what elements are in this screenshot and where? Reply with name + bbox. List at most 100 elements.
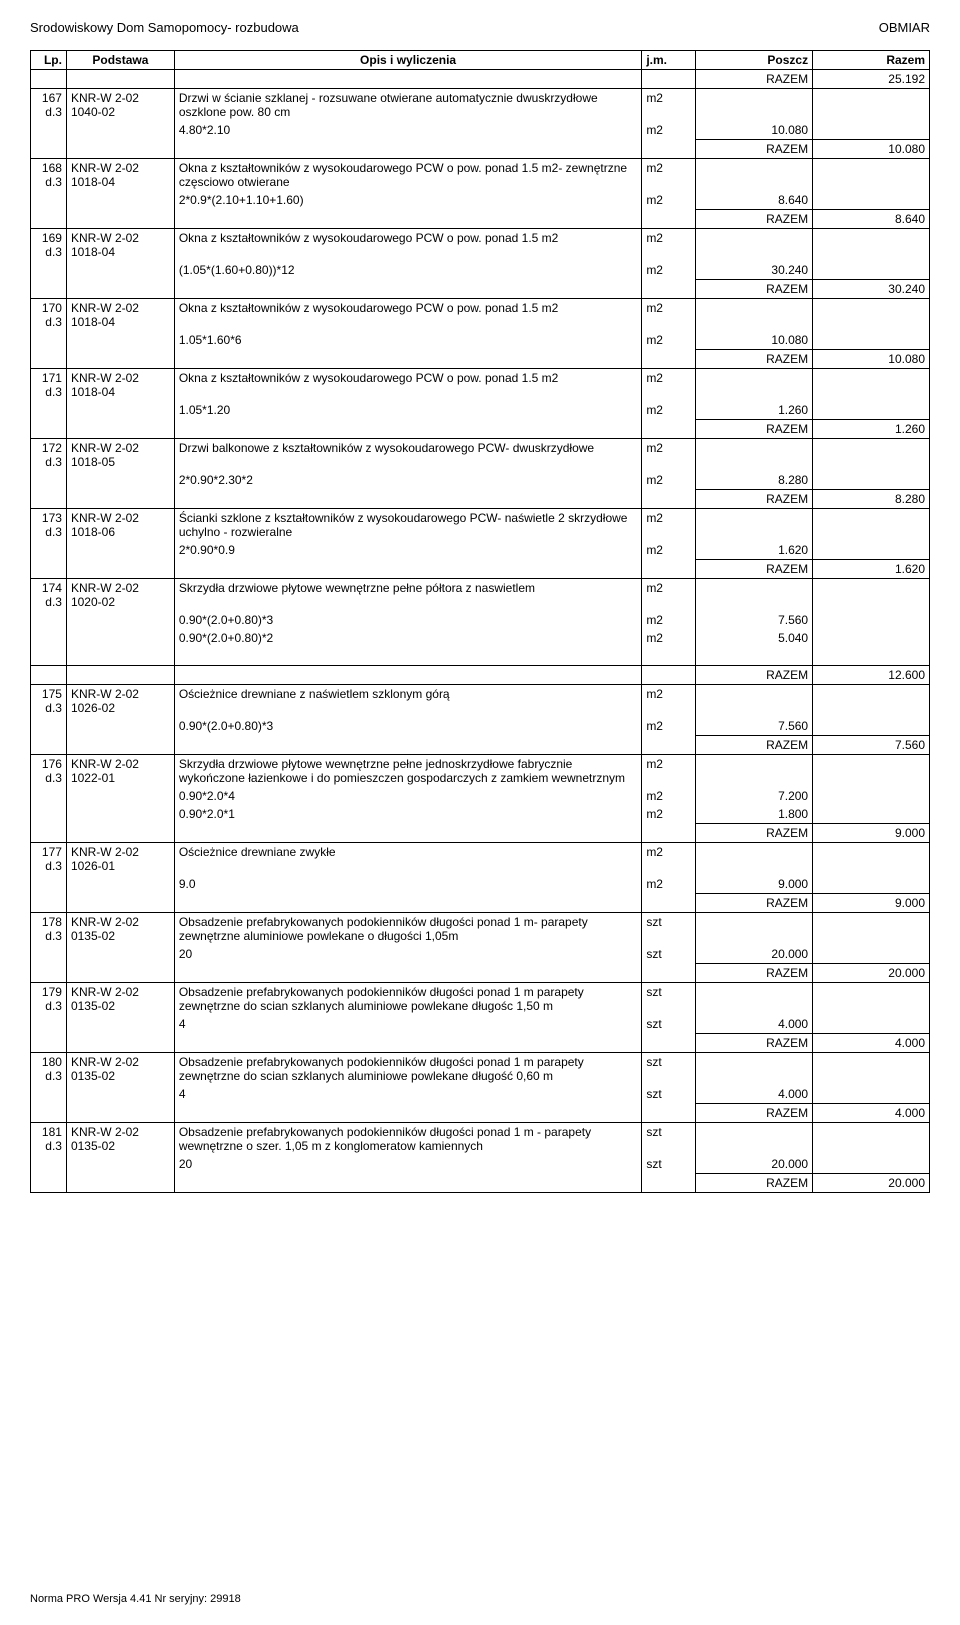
- table-row: RAZEM9.000: [31, 894, 930, 913]
- cell-podstawa: KNR-W 2-021022-01: [66, 755, 174, 788]
- cell-opis: Okna z kształtowników z wysokoudarowego …: [174, 229, 641, 262]
- cell-opis: Drzwi w ścianie szklanej - rozsuwane otw…: [174, 89, 641, 122]
- razem-label: RAZEM: [696, 420, 813, 439]
- table-row: 2*0.9*(2.10+1.10+1.60)m28.640: [31, 191, 930, 210]
- col-header-razem: Razem: [813, 51, 930, 70]
- cell-poszcz: 1.620: [696, 541, 813, 560]
- cell-jm: szt: [642, 1123, 696, 1156]
- cell-expr: 2*0.90*0.9: [174, 541, 641, 560]
- obmiar-table: Lp. Podstawa Opis i wyliczenia j.m. Posz…: [30, 50, 930, 1193]
- cell-opis: Drzwi balkonowe z kształtowników z wysok…: [174, 439, 641, 472]
- cell-podstawa: KNR-W 2-021018-04: [66, 229, 174, 262]
- table-row: 20szt20.000: [31, 1155, 930, 1174]
- razem-value: 8.640: [813, 210, 930, 229]
- table-row: 2*0.90*0.9m21.620: [31, 541, 930, 560]
- cell-lp: 181d.3: [31, 1123, 67, 1156]
- cell-lp: 177d.3: [31, 843, 67, 876]
- cell-poszcz: 10.080: [696, 121, 813, 140]
- table-row: 0.90*2.0*1m21.800: [31, 805, 930, 824]
- table-row: 169d.3KNR-W 2-021018-04Okna z kształtown…: [31, 229, 930, 262]
- cell-expr: 0.90*(2.0+0.80)*2: [174, 629, 641, 647]
- table-row: 176d.3KNR-W 2-021022-01Skrzydła drzwiowe…: [31, 755, 930, 788]
- cell-expr: 2*0.90*2.30*2: [174, 471, 641, 490]
- cell-podstawa: KNR-W 2-021018-04: [66, 299, 174, 332]
- header-title-left: Srodowiskowy Dom Samopomocy- rozbudowa: [30, 20, 759, 35]
- col-header-opis: Opis i wyliczenia: [174, 51, 641, 70]
- cell-podstawa: KNR-W 2-021018-04: [66, 369, 174, 402]
- cell-lp: 174d.3: [31, 579, 67, 612]
- cell-poszcz: 4.000: [696, 1085, 813, 1104]
- cell-jm: m2: [642, 717, 696, 736]
- cell-podstawa: KNR-W 2-021040-02: [66, 89, 174, 122]
- table-row: 1.05*1.20m21.260: [31, 401, 930, 420]
- cell-lp: 172d.3: [31, 439, 67, 472]
- cell-opis: Obsadzenie prefabrykowanych podokiennikó…: [174, 983, 641, 1016]
- table-row: RAZEM12.600: [31, 666, 930, 685]
- table-row: 180d.3KNR-W 2-020135-02Obsadzenie prefab…: [31, 1053, 930, 1086]
- table-row: 177d.3KNR-W 2-021026-01Ościeżnice drewni…: [31, 843, 930, 876]
- cell-lp: 175d.3: [31, 685, 67, 718]
- table-row: 1.05*1.60*6m210.080: [31, 331, 930, 350]
- cell-jm: szt: [642, 1085, 696, 1104]
- cell-jm: m2: [642, 685, 696, 718]
- table-row: 4.80*2.10m210.080: [31, 121, 930, 140]
- cell-jm: m2: [642, 229, 696, 262]
- cell-expr: 0.90*(2.0+0.80)*3: [174, 611, 641, 629]
- razem-value: 25.192: [813, 70, 930, 89]
- cell-jm: m2: [642, 191, 696, 210]
- cell-jm: m2: [642, 843, 696, 876]
- table-row: 181d.3KNR-W 2-020135-02Obsadzenie prefab…: [31, 1123, 930, 1156]
- razem-value: 8.280: [813, 490, 930, 509]
- cell-jm: m2: [642, 629, 696, 647]
- table-row: [31, 647, 930, 666]
- cell-podstawa: KNR-W 2-020135-02: [66, 1053, 174, 1086]
- cell-poszcz: 5.040: [696, 629, 813, 647]
- cell-lp: 176d.3: [31, 755, 67, 788]
- table-row: 172d.3KNR-W 2-021018-05Drzwi balkonowe z…: [31, 439, 930, 472]
- table-row: 170d.3KNR-W 2-021018-04Okna z kształtown…: [31, 299, 930, 332]
- razem-label: RAZEM: [696, 1174, 813, 1193]
- cell-jm: m2: [642, 579, 696, 612]
- cell-jm: m2: [642, 509, 696, 542]
- cell-podstawa: KNR-W 2-020135-02: [66, 1123, 174, 1156]
- cell-podstawa: KNR-W 2-021018-05: [66, 439, 174, 472]
- razem-label: RAZEM: [696, 280, 813, 299]
- cell-poszcz: 4.000: [696, 1015, 813, 1034]
- table-row: RAZEM4.000: [31, 1034, 930, 1053]
- cell-opis: Okna z kształtowników z wysokoudarowego …: [174, 159, 641, 192]
- col-header-poszcz: Poszcz: [696, 51, 813, 70]
- cell-expr: 0.90*2.0*1: [174, 805, 641, 824]
- razem-label: RAZEM: [696, 1104, 813, 1123]
- table-row: RAZEM20.000: [31, 1174, 930, 1193]
- table-row: 178d.3KNR-W 2-020135-02Obsadzenie prefab…: [31, 913, 930, 946]
- cell-opis: Ścianki szklone z kształtowników z wysok…: [174, 509, 641, 542]
- cell-expr: 20: [174, 1155, 641, 1174]
- cell-expr: 2*0.9*(2.10+1.10+1.60): [174, 191, 641, 210]
- cell-podstawa: KNR-W 2-021018-06: [66, 509, 174, 542]
- cell-expr: 1.05*1.20: [174, 401, 641, 420]
- cell-lp: 178d.3: [31, 913, 67, 946]
- cell-expr: 9.0: [174, 875, 641, 894]
- cell-jm: m2: [642, 261, 696, 280]
- cell-jm: m2: [642, 755, 696, 788]
- cell-podstawa: KNR-W 2-021020-02: [66, 579, 174, 612]
- cell-jm: m2: [642, 121, 696, 140]
- cell-expr: (1.05*(1.60+0.80))*12: [174, 261, 641, 280]
- razem-label: RAZEM: [696, 560, 813, 579]
- col-header-jm: j.m.: [642, 51, 696, 70]
- cell-lp: 167d.3: [31, 89, 67, 122]
- cell-poszcz: 7.560: [696, 611, 813, 629]
- razem-label: RAZEM: [696, 824, 813, 843]
- cell-expr: 20: [174, 945, 641, 964]
- table-row: 175d.3KNR-W 2-021026-02Ościeżnice drewni…: [31, 685, 930, 718]
- razem-value: 20.000: [813, 964, 930, 983]
- cell-lp: 171d.3: [31, 369, 67, 402]
- table-row: RAZEM30.240: [31, 280, 930, 299]
- cell-poszcz: 8.280: [696, 471, 813, 490]
- cell-expr: 1.05*1.60*6: [174, 331, 641, 350]
- table-row: 0.90*2.0*4m27.200: [31, 787, 930, 805]
- razem-label: RAZEM: [696, 1034, 813, 1053]
- razem-value: 12.600: [813, 666, 930, 685]
- table-row: RAZEM1.620: [31, 560, 930, 579]
- cell-poszcz: 20.000: [696, 945, 813, 964]
